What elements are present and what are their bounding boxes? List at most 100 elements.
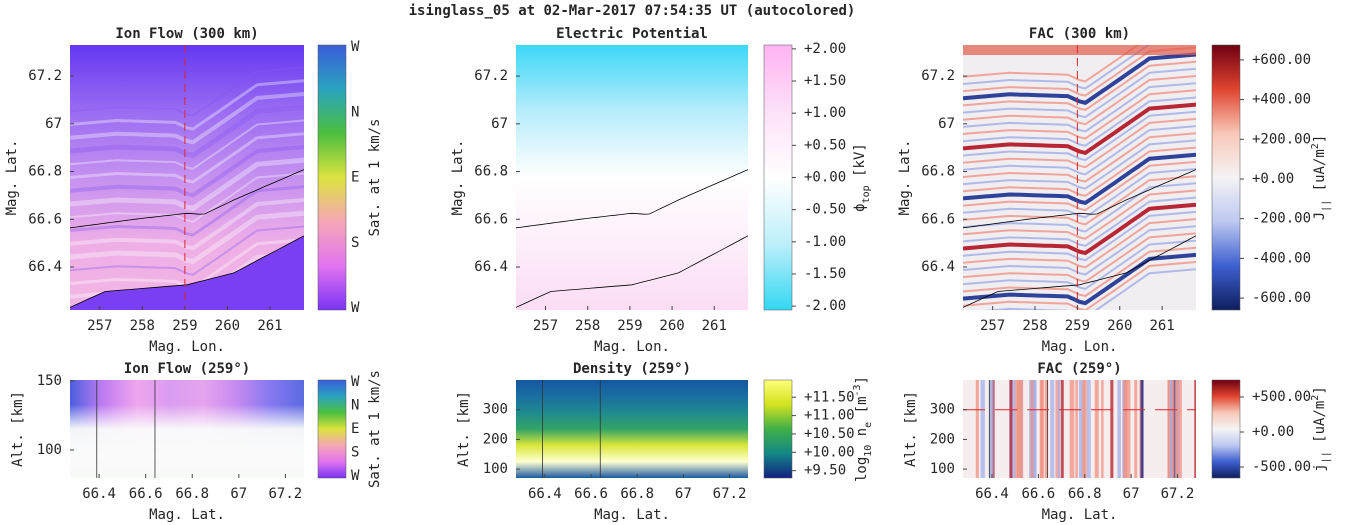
- colorbar: [317, 44, 347, 311]
- y-tick-label: 300: [483, 402, 508, 418]
- flow-band: [70, 104, 304, 159]
- current-band: [1060, 380, 1064, 478]
- x-tick-label: 258: [1022, 318, 1047, 334]
- y-tick-label: 66.8: [921, 164, 955, 180]
- colorbar-tick-label: +2.00: [804, 41, 846, 57]
- current-band: [963, 45, 1152, 90]
- colorbar-title: j|| [uA/m2]: [1310, 386, 1332, 472]
- y-tick-label: 200: [483, 431, 508, 447]
- panel-title: FAC (300 km): [1029, 26, 1130, 42]
- y-tick-label: 67.2: [921, 68, 955, 84]
- colorbar-label: W: [351, 39, 360, 55]
- colorbar-label: E: [351, 170, 359, 186]
- current-band: [1018, 380, 1024, 478]
- plot-area: [70, 45, 304, 310]
- panel-title: Ion Flow (259°): [124, 361, 250, 377]
- x-tick-label: 67: [230, 486, 247, 502]
- flow-band: [70, 92, 304, 145]
- boundary-contour: [70, 235, 304, 308]
- y-tick-label: 66.6: [921, 211, 955, 227]
- current-band: [1029, 380, 1033, 478]
- colorbar-tick-label: +10.00: [804, 444, 855, 460]
- colorbar-title-part: J: [1312, 212, 1328, 220]
- x-tick-label: 261: [702, 318, 727, 334]
- colorbar-title-part: Sat. at 1 km/s: [367, 370, 383, 488]
- current-band: [1178, 380, 1182, 478]
- boundary-contour: [963, 169, 1196, 229]
- x-tick-label: 66.4: [528, 486, 562, 502]
- flow-band: [70, 157, 304, 212]
- current-band: [963, 239, 1196, 290]
- colorbar-title-part: ]: [854, 376, 870, 384]
- current-band: [1044, 380, 1048, 478]
- colorbar-title: J|| [uA/m2]: [1310, 135, 1332, 221]
- colorbar-title-part: [kV]: [852, 143, 868, 185]
- current-band: [963, 132, 1196, 183]
- y-tick-label: 67: [45, 116, 62, 132]
- current-band: [1075, 380, 1078, 478]
- panel-title: Density (259°): [573, 361, 691, 377]
- boundary-contour: [516, 169, 748, 229]
- colorbar-tick-label: -600.00: [1252, 290, 1311, 306]
- x-axis-label: Mag. Lat.: [1042, 507, 1118, 523]
- x-axis-label: Mag. Lon.: [149, 339, 225, 355]
- current-band: [1032, 380, 1037, 478]
- x-tick-label: 66.6: [574, 486, 608, 502]
- current-band: [963, 75, 1196, 126]
- current-band: [963, 152, 1196, 206]
- colorbar-title-part: ]: [1312, 135, 1328, 143]
- colorbar: [317, 379, 347, 479]
- flow-band: [70, 145, 304, 198]
- current-band: [985, 268, 1196, 310]
- colorbar-tick-label: -0.50: [804, 202, 846, 218]
- flow-band: [70, 198, 304, 251]
- colorbar: [763, 44, 793, 311]
- y-axis-label: Alt. [km]: [903, 391, 919, 467]
- current-band: [1172, 380, 1175, 478]
- current-band: [1094, 380, 1099, 478]
- colorbar-label: N: [351, 104, 359, 120]
- current-band: [963, 110, 1196, 162]
- current-band: [1040, 380, 1043, 478]
- heatmap: [963, 45, 1196, 310]
- current-band: [1169, 380, 1174, 478]
- colorbar-title-part: [uA/m: [1312, 149, 1328, 200]
- colorbar-title-part: 2: [1310, 395, 1321, 401]
- flow-band: [70, 172, 304, 223]
- current-band: [1055, 380, 1060, 478]
- current-band: [963, 189, 1196, 240]
- y-tick-label: 200: [930, 431, 955, 447]
- flow-band: [70, 225, 304, 276]
- colorbar-tick-label: +0.00: [1252, 171, 1294, 187]
- x-axis-label: Mag. Lat.: [149, 507, 225, 523]
- colorbar-title-part: ]: [1312, 386, 1328, 394]
- y-axis-label: Mag. Lat.: [897, 140, 913, 216]
- current-band: [1134, 380, 1138, 478]
- flow-region: [70, 235, 304, 310]
- y-tick-label: 67.2: [28, 68, 62, 84]
- current-band: [1140, 380, 1144, 478]
- y-tick-label: 300: [930, 402, 955, 418]
- boundary-contour: [516, 235, 748, 308]
- x-tick-label: 260: [1107, 318, 1132, 334]
- colorbar-title-part: 2: [1310, 143, 1321, 149]
- current-band: [1123, 380, 1128, 478]
- colorbar-title-part: ||: [1321, 451, 1332, 463]
- current-band: [963, 45, 1140, 83]
- colorbar: [763, 379, 793, 479]
- colorbar-tick-label: -200.00: [1252, 211, 1311, 227]
- colorbar-title-part: Sat. at 1 km/s: [367, 118, 383, 236]
- x-tick-label: 259: [172, 318, 197, 334]
- colorbar-tick-label: +400.00: [1252, 92, 1311, 108]
- current-band: [963, 246, 1196, 298]
- flow-band: [70, 185, 304, 237]
- colorbar-title: log10 ne [m-3]: [852, 376, 874, 482]
- boundary-contour: [963, 235, 1196, 308]
- current-band: [1117, 380, 1121, 478]
- x-tick-label: 66.8: [620, 486, 654, 502]
- colorbar-label: W: [351, 374, 360, 390]
- colorbar-tick-label: +11.50: [804, 389, 855, 405]
- colorbar-title-part: -3: [852, 384, 863, 396]
- current-band: [1194, 380, 1196, 478]
- current-band: [1110, 380, 1114, 478]
